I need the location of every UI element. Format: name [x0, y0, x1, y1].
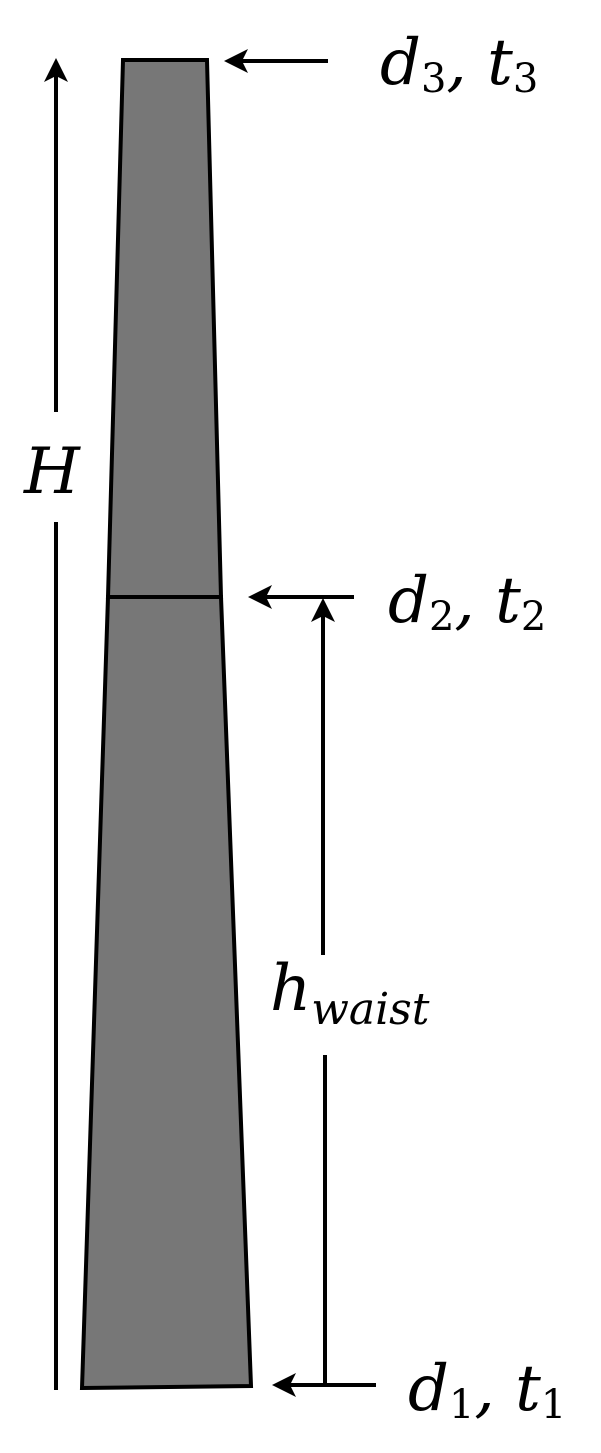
bottom-pointer-arrowhead: [272, 1373, 296, 1397]
total-height-arrowhead: [44, 58, 68, 82]
bottom-section-label: d1, t1: [408, 1352, 566, 1428]
total-height-label: H: [23, 435, 81, 509]
waist-pointer-arrowhead: [248, 585, 272, 609]
tower-upper-section: [105, 58, 224, 599]
waist-height-label: hwaist: [270, 952, 430, 1035]
top-section-label: d3, t3: [380, 26, 538, 102]
waist-section-label: d2, t2: [388, 564, 546, 640]
waist-height-arrowhead: [311, 598, 335, 622]
tower-lower-section: [79, 595, 254, 1391]
top-pointer-arrowhead: [224, 49, 248, 73]
